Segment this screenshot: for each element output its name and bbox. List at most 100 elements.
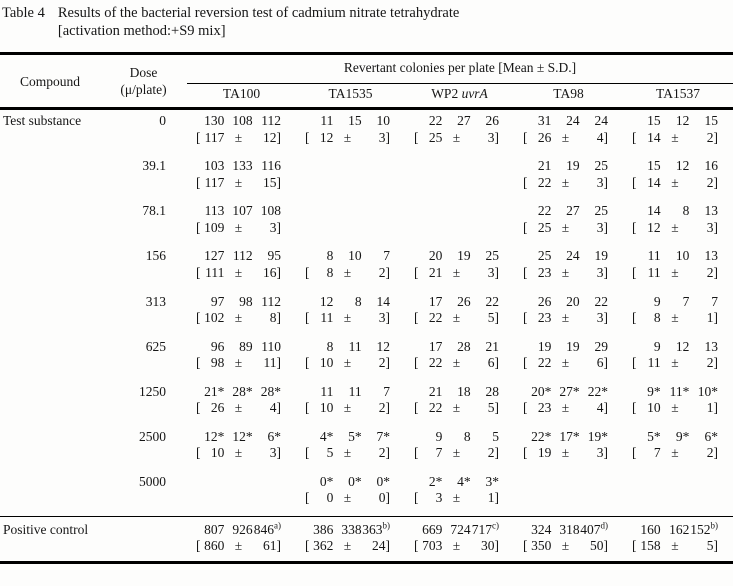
mean-value: 22 (537, 174, 552, 190)
count-value: 28 (485, 383, 499, 399)
count-value: 26 (537, 293, 552, 309)
col-header-compound: Compound (0, 53, 100, 111)
plate-counts: 15 12 15 (632, 113, 718, 129)
open-bracket: [ (632, 355, 637, 371)
caption-line-1: Results of the bacterial reversion test … (57, 5, 460, 21)
strain-cell-TA100: 113 107 108 [109 ±3] (187, 200, 296, 245)
mean-sd: [8 ±1] (632, 310, 718, 326)
count-value: 18 (457, 383, 471, 399)
plus-minus-sign: ± (561, 310, 570, 326)
mean-value: 10 (647, 400, 661, 416)
sd-value: 5] (487, 400, 499, 416)
strain-header-TA1535: TA1535 (296, 83, 405, 111)
mean-sd: [23 ±4] (523, 400, 608, 416)
count-value: 152b) (690, 520, 719, 537)
open-bracket: [ (305, 445, 310, 461)
mean-value: 362 (313, 538, 334, 554)
footnotes: a)2-AA; 2-Aminoanthracene, 1 μ/plate b)2… (2, 566, 733, 586)
count-value: 926 (232, 521, 253, 537)
count-value: 7 (383, 383, 390, 399)
plus-minus-sign: ± (561, 264, 570, 280)
sd-value: 24] (371, 538, 390, 554)
count-value: 12 (376, 338, 390, 354)
open-bracket: [ (305, 538, 310, 554)
count-value: 21 (485, 338, 499, 354)
plate-counts: 20 19 25 (414, 248, 499, 264)
open-bracket: [ (196, 355, 201, 371)
mean-value: 14 (647, 174, 661, 190)
strain-cell-TA100: 21* 28* 28* [26 ±4] (187, 381, 296, 426)
count-value: 7* (376, 428, 390, 444)
strain-cell-TA100: 103 133 116 [117 ±15] (187, 155, 296, 200)
open-bracket: [ (196, 310, 201, 326)
plus-minus-sign: ± (343, 355, 352, 371)
plate-counts: 22 27 26 (414, 113, 499, 129)
count-value: 6* (267, 428, 281, 444)
sd-value: 6] (596, 355, 608, 371)
plus-minus-sign: ± (671, 355, 679, 371)
count-value: 318 (559, 521, 580, 537)
plate-counts: 9 7 7 (632, 294, 718, 310)
mean-value: 11 (320, 310, 334, 326)
plus-minus-sign: ± (452, 355, 461, 371)
dose-row-1250: 1250 21* 28* 28* [26 ±4] 11 11 7 [10 ±2] 21 18 28 [22 ±… (0, 381, 733, 426)
strain-cell-TA100 (187, 471, 296, 517)
strain-cell-TA1537: 9 7 7 [8 ±1] (623, 291, 733, 336)
plate-counts: 25 24 19 (523, 248, 608, 264)
plus-minus-sign: ± (561, 538, 570, 554)
plate-counts: 22 27 25 (523, 203, 608, 219)
plus-minus-sign: ± (671, 400, 679, 416)
open-bracket: [ (305, 355, 310, 371)
strain-cell-WP2-uvrA: 20 19 25 [21 ±3] (405, 245, 514, 290)
mean-sd: [22 ±6] (523, 355, 608, 371)
mean-value: 26 (537, 129, 552, 145)
strain-cell-TA100: 807 926 846a) [860 ±61] (187, 515, 296, 563)
mean-value: 8 (326, 264, 334, 280)
plate-counts: 19 19 29 (523, 339, 608, 355)
plus-minus-sign: ± (452, 538, 461, 554)
plate-counts: 5* 9* 6* (632, 429, 718, 445)
mean-value: 11 (647, 355, 661, 371)
count-value: 8 (463, 428, 471, 444)
plus-minus-sign: ± (561, 445, 570, 461)
open-bracket: [ (632, 219, 637, 235)
mean-value: 5 (326, 445, 334, 461)
strain-cell-TA100: 130 108 112 [117 ±12] (187, 109, 296, 156)
plus-minus-sign: ± (343, 310, 352, 326)
count-value: 108 (232, 113, 253, 129)
plate-counts: 26 20 22 (523, 294, 608, 310)
count-value: 9* (647, 383, 661, 399)
count-value: 89 (239, 338, 253, 354)
count-value: 14 (376, 293, 390, 309)
mean-sd: [11 ±2] (632, 355, 718, 371)
col-header-dose: Dose (μ/plate) (100, 53, 187, 111)
mean-value: 3 (435, 490, 443, 506)
count-value: 0* (319, 473, 334, 489)
count-value: 8 (326, 248, 334, 264)
sd-value: 12] (262, 129, 281, 145)
dose-row-78.1: 78.1 113 107 108[109 ±3] 22 27 25[25 ±3] 14 8 13[12… (0, 200, 733, 245)
results-table: Compound Dose (μ/plate) Revertant coloni… (0, 52, 733, 564)
count-value: 108 (260, 203, 281, 219)
sd-value: 6] (487, 355, 499, 371)
count-value: 22 (428, 113, 443, 129)
count-value: 22* (587, 383, 608, 399)
compound-cell (0, 291, 100, 336)
mean-value: 22 (428, 400, 443, 416)
count-value: 19 (457, 248, 471, 264)
compound-cell (0, 381, 100, 426)
plus-minus-sign: ± (234, 445, 243, 461)
header-row-strains: TA100 TA1535 WP2 uvrA TA98 TA1537 (0, 83, 733, 111)
plate-counts: 22* 17* 19* (523, 429, 608, 445)
sd-value: 8] (269, 310, 281, 326)
mean-sd: [22 ±6] (414, 355, 499, 371)
open-bracket: [ (305, 264, 310, 280)
plus-minus-sign: ± (343, 538, 352, 554)
plus-minus-sign: ± (561, 400, 570, 416)
sd-value: 2] (706, 264, 719, 280)
count-value: 807 (204, 521, 225, 537)
open-bracket: [ (196, 264, 201, 280)
sd-value: 61] (262, 538, 281, 554)
caption-line-2: [activation method:+S9 mix] (57, 22, 226, 39)
count-value: 4* (457, 473, 471, 489)
